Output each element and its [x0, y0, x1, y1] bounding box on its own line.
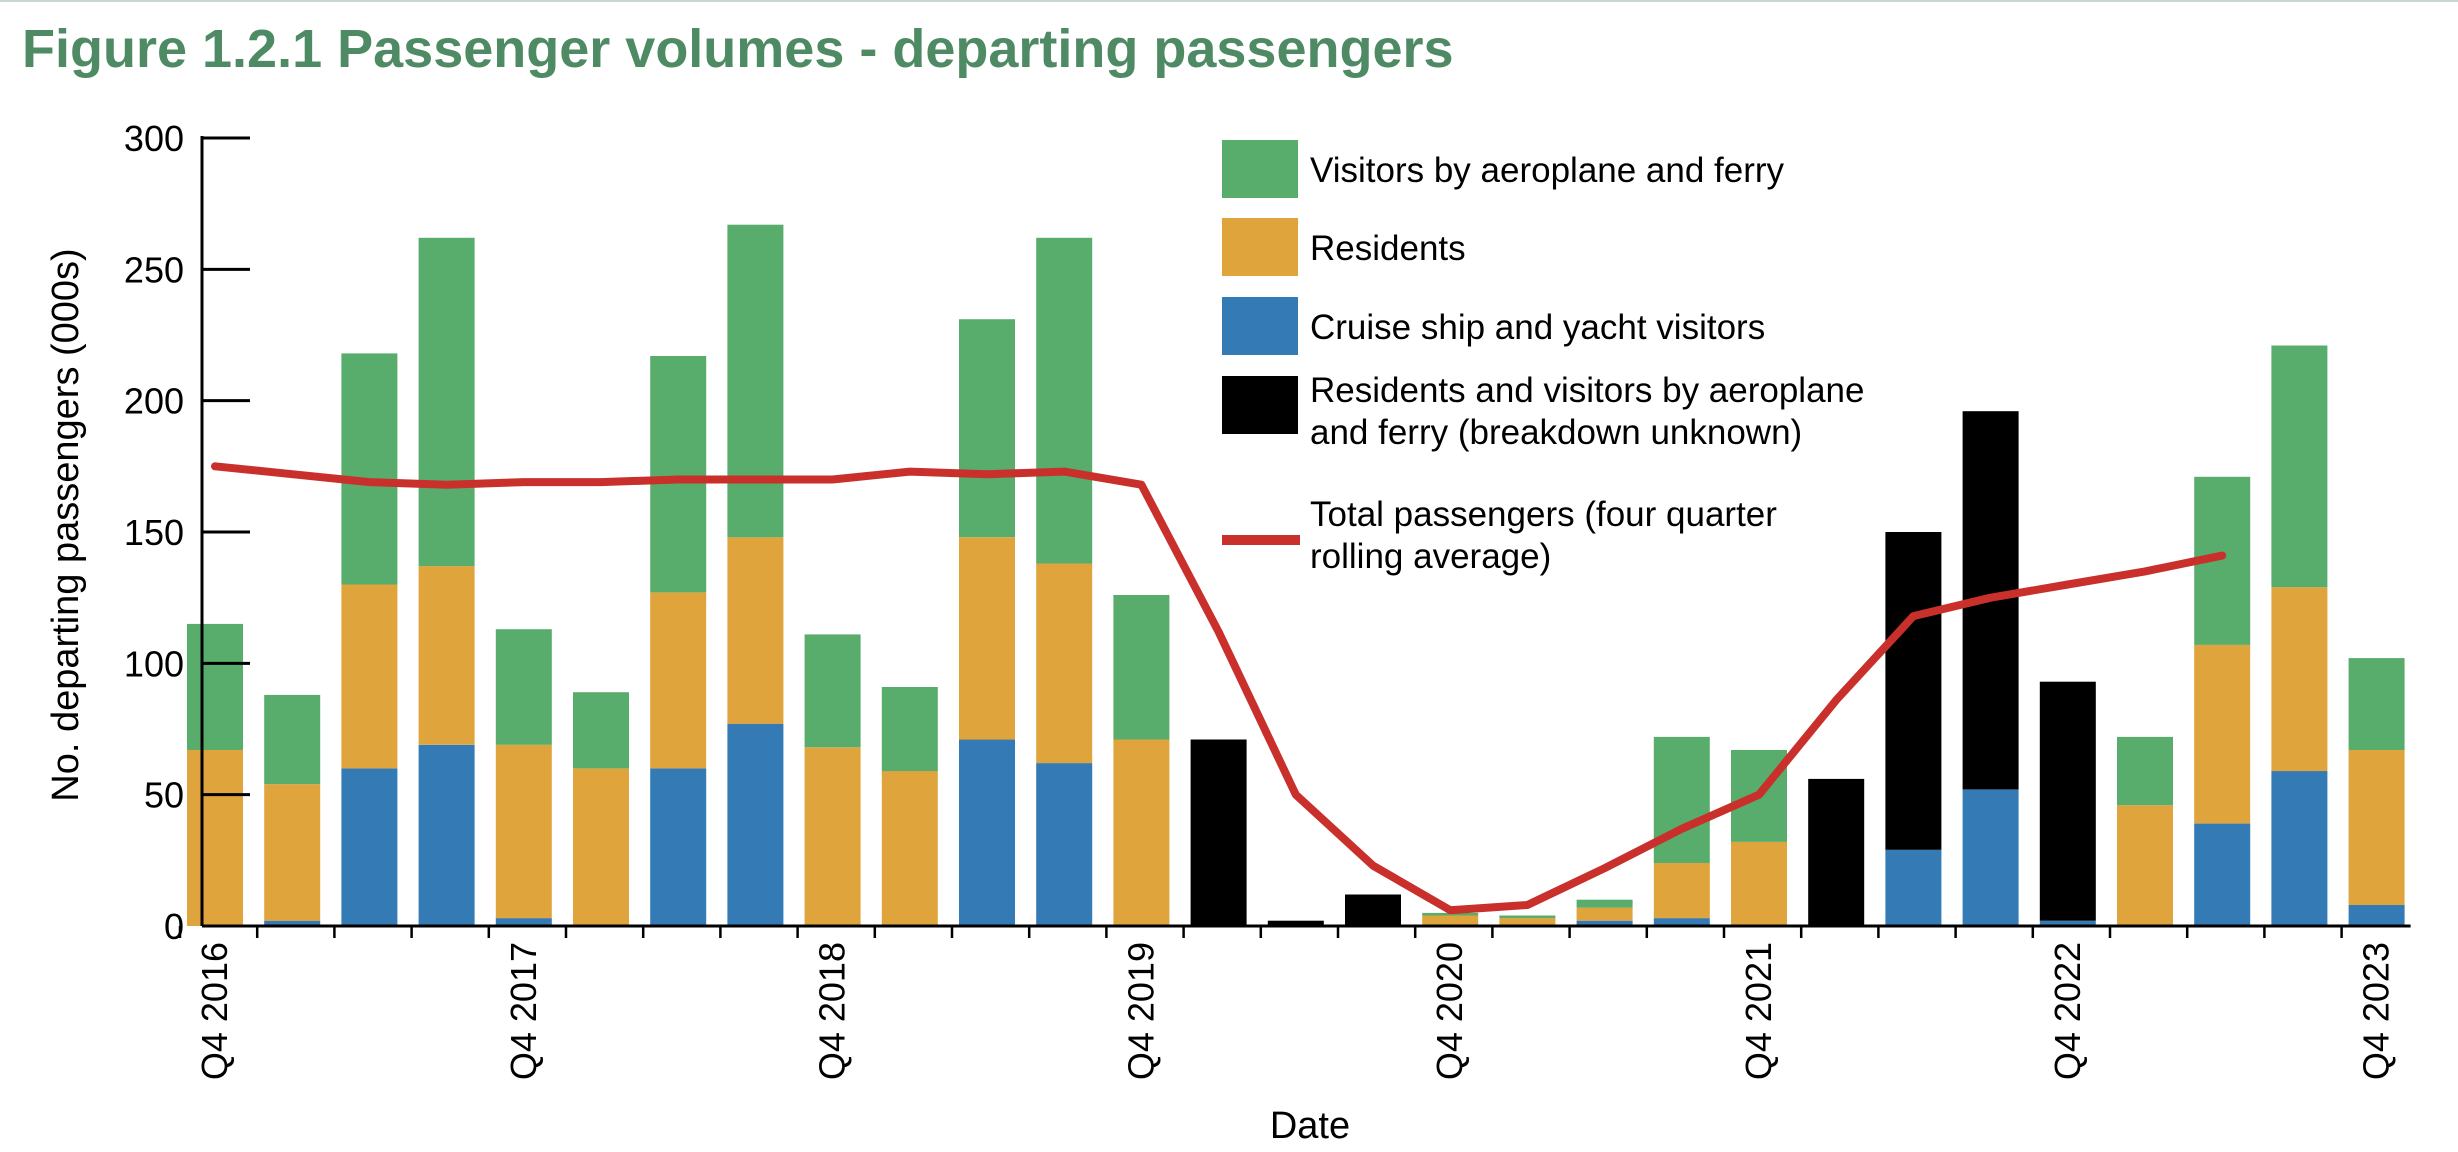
bar-residents-0: [187, 750, 243, 926]
x-tick-label-28: Q4 2023: [2356, 942, 2397, 1080]
y-tick-label-100: 100: [124, 643, 184, 684]
bar-unknown-24: [2039, 681, 2096, 921]
bar-cruise-18: [1576, 920, 1633, 926]
bar-residents-27: [2271, 587, 2328, 772]
bar-unknown-22: [1885, 532, 1942, 850]
x-tick-label-20: Q4 2021: [1738, 942, 1779, 1080]
bar-visitors-1: [264, 694, 321, 785]
bar-residents-10: [959, 537, 1015, 740]
bar-visitors-11: [1036, 237, 1093, 564]
bar-cruise-10: [959, 739, 1015, 926]
legend: Visitors by aeroplane and ferry Residents…: [1222, 140, 1864, 576]
bar-residents-3: [418, 566, 475, 745]
bar-visitors-10: [959, 319, 1015, 538]
bar-visitors-7: [727, 224, 784, 538]
bar-residents-1: [264, 784, 321, 921]
bar-visitors-5: [573, 692, 629, 769]
bar-visitors-2: [341, 353, 398, 585]
bar-unknown-14: [1267, 920, 1324, 926]
legend-label-residents-0: Residents: [1310, 229, 1466, 268]
y-axis-title: No. departing passengers (000s): [45, 248, 87, 801]
legend-swatch-visitors: [1222, 140, 1298, 198]
legend-label-unknown-1: and ferry (breakdown unknown): [1310, 413, 1802, 452]
legend-label-visitors-0: Visitors by aeroplane and ferry: [1310, 151, 1785, 190]
legend-label-total-1: rolling average): [1310, 537, 1551, 576]
bar-cruise-23: [1962, 789, 2019, 926]
legend-swatch-cruise: [1222, 297, 1298, 355]
bar-residents-25: [2117, 805, 2173, 926]
bar-cruise-24: [2039, 920, 2096, 926]
bar-cruise-4: [495, 918, 552, 926]
y-tick-label-150: 150: [124, 512, 184, 553]
bar-visitors-0: [187, 623, 243, 750]
bar-residents-20: [1731, 841, 1787, 926]
bar-visitors-25: [2117, 736, 2173, 806]
bar-visitors-9: [881, 687, 938, 772]
bar-residents-8: [804, 747, 861, 926]
bar-residents-4: [495, 744, 552, 919]
x-tick-label-24: Q4 2022: [2047, 942, 2088, 1080]
legend-label-unknown-0: Residents and visitors by aeroplane: [1310, 371, 1864, 410]
line-layer: [211, 462, 2227, 915]
y-tick-label-300: 300: [124, 118, 184, 159]
bar-residents-28: [2348, 750, 2405, 905]
bar-visitors-4: [495, 629, 552, 745]
bar-cruise-27: [2271, 771, 2328, 926]
bars-layer: [187, 224, 2405, 926]
bar-residents-11: [1036, 563, 1093, 764]
bar-unknown-15: [1345, 894, 1401, 926]
bar-residents-16: [1422, 915, 1479, 926]
y-tick-label-50: 50: [144, 775, 184, 816]
bar-cruise-22: [1885, 849, 1942, 926]
bar-cruise-26: [2194, 823, 2251, 926]
legend-label-cruise-0: Cruise ship and yacht visitors: [1310, 308, 1765, 347]
line-total-passengers: [211, 462, 2227, 915]
bar-residents-9: [881, 771, 938, 926]
bar-cruise-7: [727, 723, 784, 926]
bar-residents-5: [573, 768, 629, 926]
x-tick-label-12: Q4 2019: [1120, 942, 1161, 1080]
bar-residents-26: [2194, 644, 2251, 824]
bar-visitors-3: [418, 237, 475, 567]
x-axis-title: Date: [1270, 1105, 1350, 1147]
bar-cruise-6: [650, 768, 707, 926]
bar-cruise-19: [1653, 918, 1710, 926]
y-tick-label-200: 200: [124, 381, 184, 422]
x-tick-label-8: Q4 2018: [812, 942, 853, 1080]
top-rule: [0, 0, 2458, 2]
bar-visitors-28: [2348, 658, 2405, 750]
bar-cruise-1: [264, 920, 321, 926]
x-tick-label-16: Q4 2020: [1429, 942, 1470, 1080]
bar-residents-17: [1499, 918, 1556, 926]
bar-visitors-27: [2271, 345, 2328, 588]
bar-cruise-2: [341, 768, 398, 926]
bar-cruise-3: [418, 744, 475, 926]
bar-residents-6: [650, 592, 707, 769]
bar-residents-19: [1653, 863, 1710, 919]
legend-swatch-unknown: [1222, 376, 1298, 434]
legend-swatch-residents: [1222, 218, 1298, 276]
bar-residents-2: [341, 584, 398, 769]
bar-residents-7: [727, 537, 784, 724]
bar-visitors-8: [804, 634, 861, 748]
bar-cruise-28: [2348, 905, 2405, 926]
bar-visitors-19: [1653, 736, 1710, 863]
x-tick-label-0: Q4 2016: [194, 942, 235, 1080]
legend-label-total-0: Total passengers (four quarter: [1310, 495, 1777, 534]
bar-unknown-13: [1190, 739, 1247, 926]
bar-cruise-11: [1036, 763, 1093, 926]
figure-title: Figure 1.2.1 Passenger volumes - departi…: [22, 19, 1454, 79]
bar-unknown-21: [1808, 778, 1865, 926]
bar-residents-18: [1576, 907, 1633, 921]
bar-visitors-17: [1499, 915, 1556, 919]
bar-visitors-18: [1576, 899, 1633, 908]
bar-residents-12: [1113, 739, 1170, 926]
y-tick-label-250: 250: [124, 249, 184, 290]
bar-visitors-6: [650, 356, 707, 593]
bar-visitors-12: [1113, 595, 1170, 740]
x-tick-label-4: Q4 2017: [503, 942, 544, 1080]
